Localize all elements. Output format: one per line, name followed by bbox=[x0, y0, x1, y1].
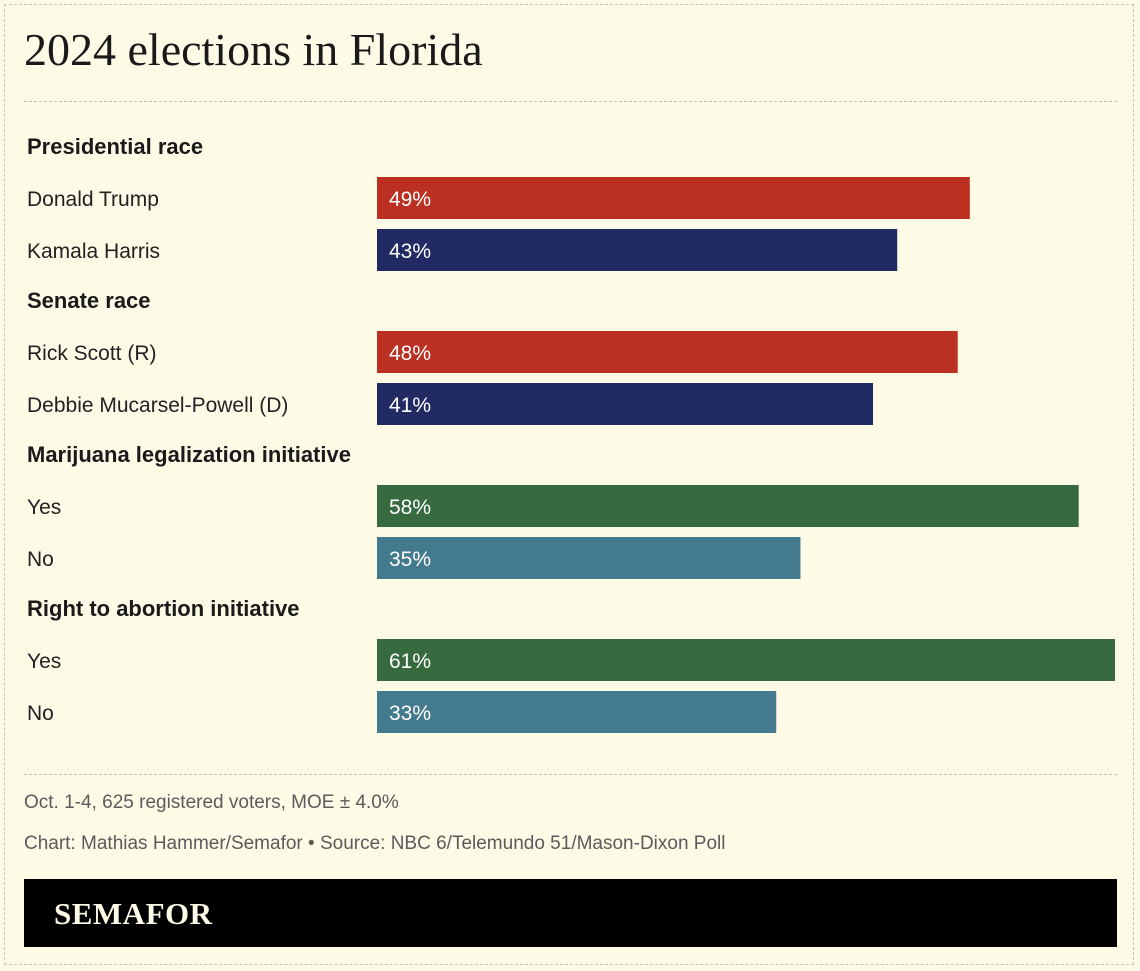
bar-value-label: 58% bbox=[389, 496, 431, 519]
bar bbox=[377, 537, 801, 579]
group-heading: Senate race bbox=[27, 288, 151, 313]
chart-credit: Chart: Mathias Hammer/Semafor • Source: … bbox=[24, 833, 726, 854]
bar-category-label: Rick Scott (R) bbox=[27, 342, 157, 365]
title-divider bbox=[24, 101, 1117, 102]
bar bbox=[377, 485, 1079, 527]
bar-value-label: 35% bbox=[389, 548, 431, 571]
bar-category-label: No bbox=[27, 702, 54, 725]
bar-value-label: 48% bbox=[389, 342, 431, 365]
bar-category-label: No bbox=[27, 548, 54, 571]
footer-divider bbox=[24, 774, 1117, 775]
group-heading: Marijuana legalization initiative bbox=[27, 442, 351, 467]
bar bbox=[377, 639, 1115, 681]
bar-category-label: Yes bbox=[27, 650, 61, 673]
bar bbox=[377, 177, 970, 219]
bar-value-label: 41% bbox=[389, 394, 431, 417]
group-heading: Presidential race bbox=[27, 134, 203, 159]
bar-category-label: Donald Trump bbox=[27, 188, 159, 211]
bar-category-label: Debbie Mucarsel-Powell (D) bbox=[27, 394, 288, 417]
bar-value-label: 49% bbox=[389, 188, 431, 211]
bar-value-label: 43% bbox=[389, 240, 431, 263]
bar bbox=[377, 331, 958, 373]
bar-chart: Presidential race Donald Trump 49% Kamala H… bbox=[27, 134, 1115, 733]
bar-value-label: 33% bbox=[389, 702, 431, 725]
bar-value-label: 61% bbox=[389, 650, 431, 673]
survey-note: Oct. 1-4, 625 registered voters, MOE ± 4… bbox=[24, 792, 399, 813]
bar bbox=[377, 383, 874, 425]
bar-category-label: Kamala Harris bbox=[27, 240, 160, 263]
bar-category-label: Yes bbox=[27, 496, 61, 519]
brand-logo: SEMAFOR bbox=[54, 896, 213, 931]
group-heading: Right to abortion initiative bbox=[27, 596, 300, 621]
chart-frame bbox=[4, 4, 1134, 965]
chart-title: 2024 elections in Florida bbox=[24, 24, 483, 75]
bar bbox=[377, 691, 777, 733]
bar bbox=[377, 229, 898, 271]
brand-bar: SEMAFOR bbox=[24, 879, 1117, 947]
